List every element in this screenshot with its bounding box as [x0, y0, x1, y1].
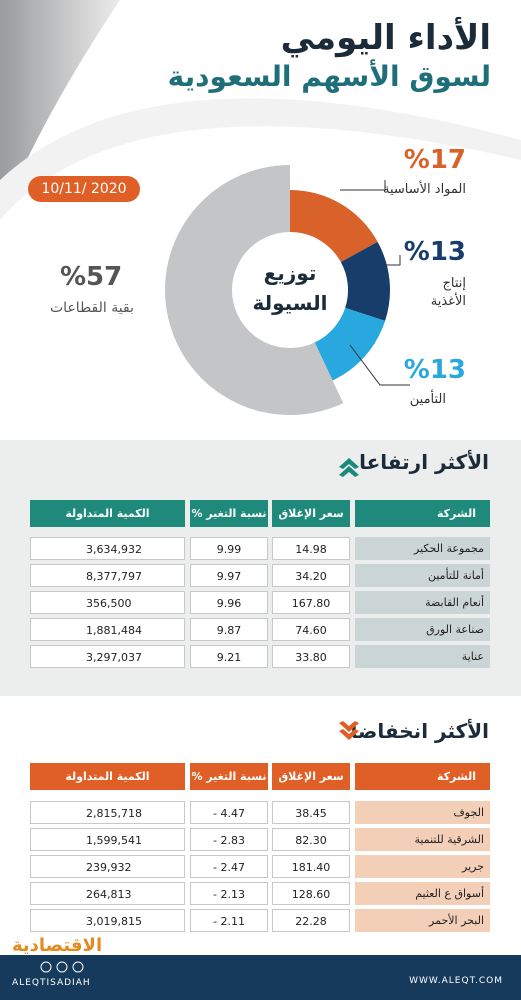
table-cell: مجموعة الحكير	[355, 537, 490, 560]
table-cell: 3,634,932	[30, 537, 185, 560]
social-icons[interactable]	[40, 960, 90, 974]
column-header: الكمية المتداولة	[30, 763, 185, 790]
table-cell: 9.97	[190, 564, 268, 587]
table-cell: 33.80	[272, 645, 350, 668]
column-header: نسبة التغير %	[190, 500, 268, 527]
table-cell: 181.40	[272, 855, 350, 878]
category-label: بقية القطاعات	[50, 300, 134, 316]
value-label: %13	[403, 355, 466, 385]
column-header: سعر الإغلاق	[272, 763, 350, 790]
table-cell: 8,377,797	[30, 564, 185, 587]
section-title: الأكثر انخفاضا	[350, 719, 489, 743]
category-label: المواد الأساسية	[382, 182, 466, 197]
leader-line	[340, 180, 386, 191]
column-header: سعر الإغلاق	[272, 500, 350, 527]
table-cell: 38.45	[272, 801, 350, 824]
table-cell: 22.28	[272, 909, 350, 932]
table-cell: جرير	[355, 855, 490, 878]
donut-slice	[340, 241, 390, 321]
column-header: الشركة	[355, 763, 490, 790]
table-cell: 9.21	[190, 645, 268, 668]
table-cell: الجوف	[355, 801, 490, 824]
table-cell: 356,500	[30, 591, 185, 614]
table-cell: صناعة الورق	[355, 618, 490, 641]
footer	[0, 955, 521, 1000]
top-bg	[0, 0, 521, 415]
handle: ALEQTISADIAH	[12, 978, 91, 988]
table-cell: البحر الأحمر	[355, 909, 490, 932]
table-cell: 167.80	[272, 591, 350, 614]
table-cell: - 2.11	[190, 909, 268, 932]
down-icon	[339, 721, 359, 740]
logo: الاقتصادية	[12, 935, 103, 956]
table-cell: 9.96	[190, 591, 268, 614]
table-cell: 1,599,541	[30, 828, 185, 851]
value-label: %57	[60, 262, 123, 292]
title: الأداء اليومي	[280, 18, 491, 58]
donut-slice	[165, 165, 344, 415]
table-cell: - 2.13	[190, 882, 268, 905]
table-cell: 9.99	[190, 537, 268, 560]
table-cell: 82.30	[272, 828, 350, 851]
table-cell: عناية	[355, 645, 490, 668]
table-cell: 3,297,037	[30, 645, 185, 668]
table-cell: 264,813	[30, 882, 185, 905]
table-cell: 3,019,815	[30, 909, 185, 932]
leader-line	[382, 255, 401, 266]
section-title: الأكثر ارتفاعا	[359, 450, 489, 474]
leader-line	[349, 344, 410, 386]
up-icon	[339, 458, 359, 477]
subtitle: لسوق الأسهم السعودية	[167, 60, 491, 93]
table-cell: الشرقية للتنمية	[355, 828, 490, 851]
table-cell: 128.60	[272, 882, 350, 905]
column-header: الشركة	[355, 500, 490, 527]
table-cell: أمانة للتأمين	[355, 564, 490, 587]
category-label: إنتاج الأغذية	[430, 276, 466, 309]
table-cell: - 4.47	[190, 801, 268, 824]
table-cell: 34.20	[272, 564, 350, 587]
table-cell: 1,881,484	[30, 618, 185, 641]
donut-hole	[235, 235, 345, 345]
column-header: نسبة التغير %	[190, 763, 268, 790]
table-cell: 2,815,718	[30, 801, 185, 824]
table-cell: أسواق ع العثيم	[355, 882, 490, 905]
table-cell: 74.60	[272, 618, 350, 641]
donut-center: توزيع السيولة	[252, 261, 328, 315]
value-label: %17	[403, 145, 466, 175]
category-label: التأمين	[409, 392, 446, 407]
table-cell: أنعام القابضة	[355, 591, 490, 614]
column-header: الكمية المتداولة	[30, 500, 185, 527]
table-cell: 239,932	[30, 855, 185, 878]
table-cell: 14.98	[272, 537, 350, 560]
donut-slice	[314, 307, 386, 381]
table-cell: 9.87	[190, 618, 268, 641]
table-cell: - 2.83	[190, 828, 268, 851]
value-label: %13	[403, 237, 466, 267]
donut-slice	[290, 190, 378, 263]
website[interactable]: WWW.ALEQT.COM	[409, 976, 503, 986]
table-cell: - 2.47	[190, 855, 268, 878]
date: 10/11/ 2020	[28, 176, 140, 202]
